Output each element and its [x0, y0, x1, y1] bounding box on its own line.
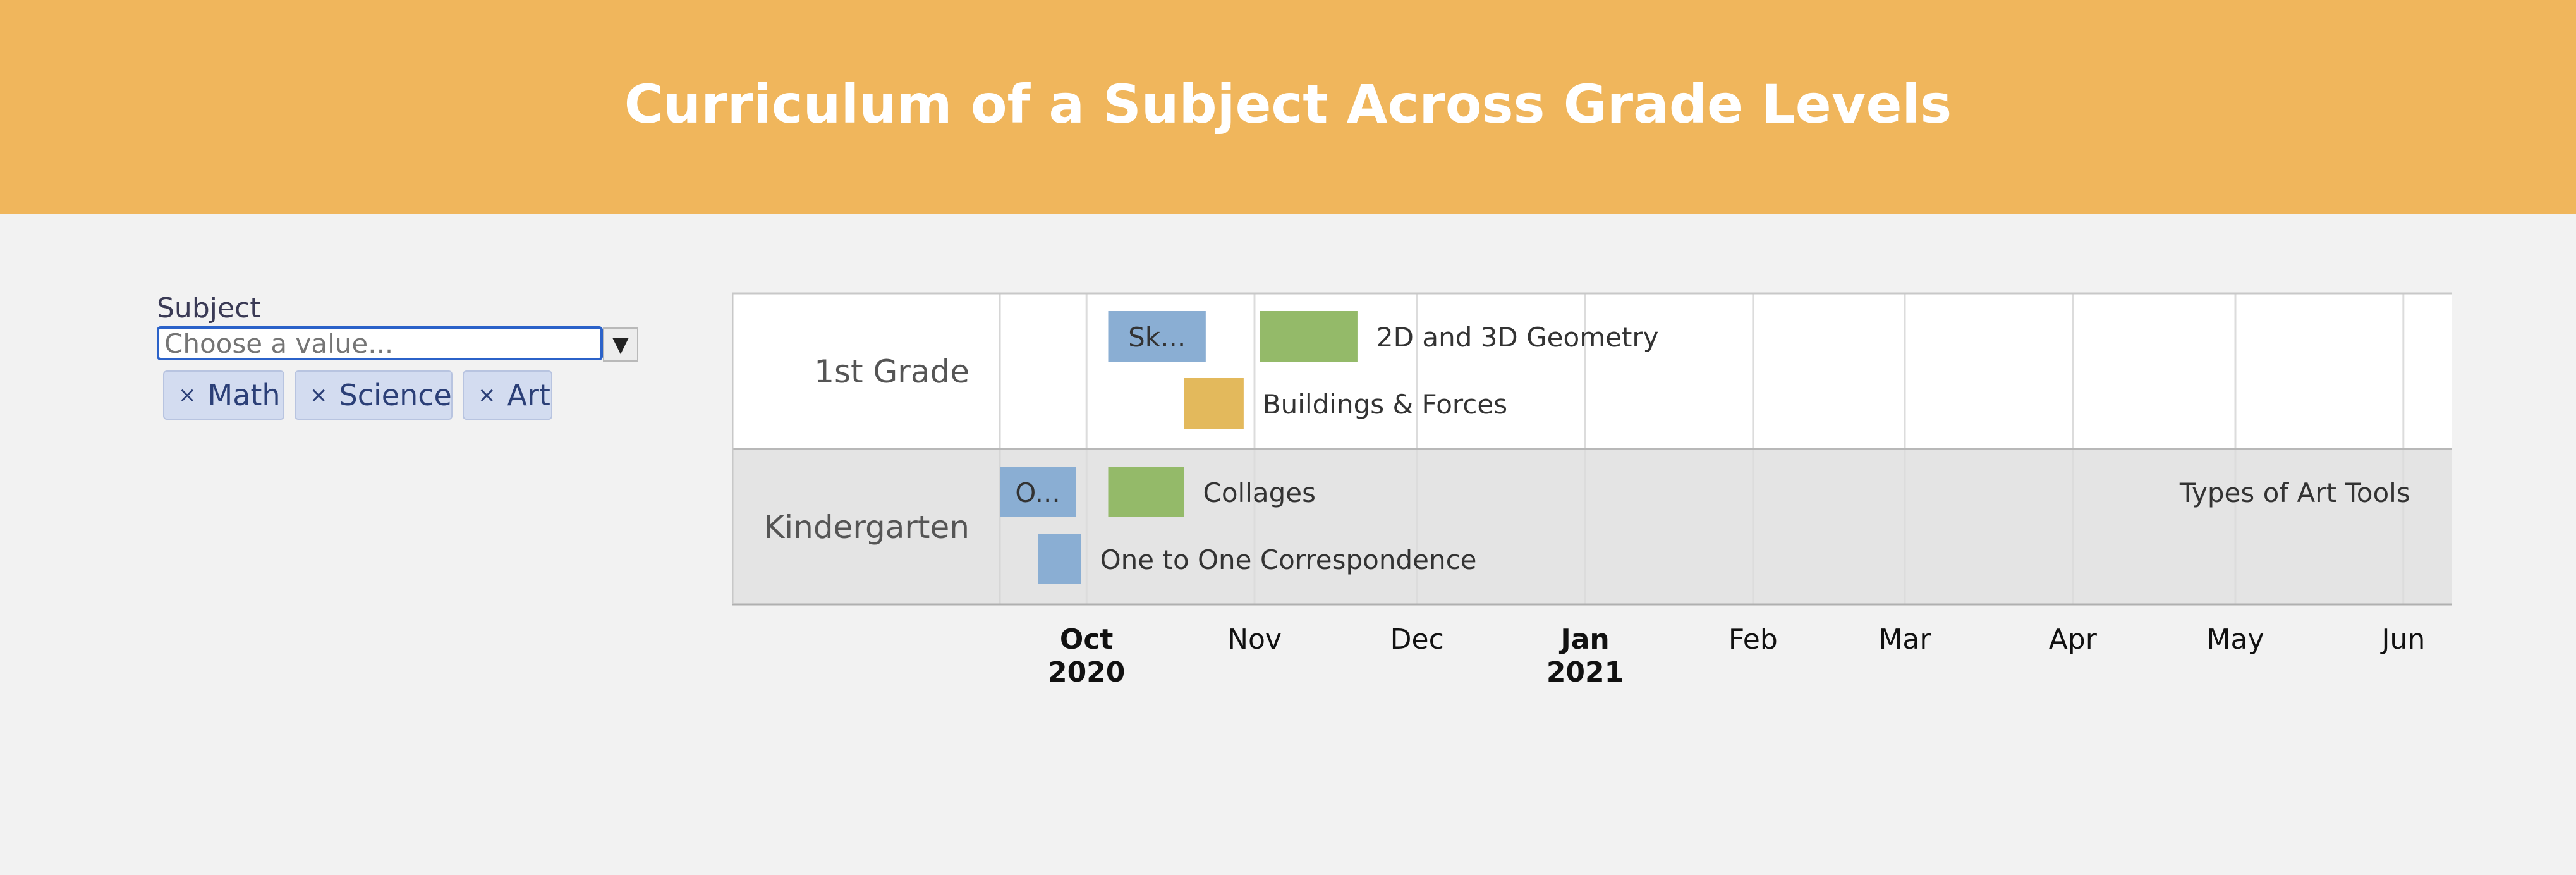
task-bar	[1108, 467, 1184, 517]
task-label: 2D and 3D Geometry	[1376, 322, 1659, 353]
x-tick-label: Jan	[1558, 623, 1609, 656]
chip-art: × Art	[463, 370, 552, 420]
task-bar	[1108, 311, 1206, 362]
row-background	[732, 293, 2452, 449]
chevron-down-icon: ▼	[612, 332, 629, 357]
task-bar	[1260, 311, 1358, 362]
chip-science: × Science	[295, 370, 453, 420]
remove-chip-icon[interactable]: ×	[478, 382, 496, 408]
timeline-chart: 1st Grade Kindergarten Sk... 2D and 3D Geom…	[732, 292, 2452, 690]
timeline-svg: 1st Grade Kindergarten Sk... 2D and 3D Geom…	[732, 292, 2452, 688]
dropdown-toggle-button[interactable]: ▼	[603, 327, 638, 362]
chip-label: Art	[507, 378, 550, 412]
chip-math: × Math	[163, 370, 284, 420]
task-label: Sk...	[1128, 322, 1186, 353]
task-label: Buildings & Forces	[1263, 389, 1507, 420]
x-tick-label: Apr	[2049, 623, 2098, 656]
x-tick-label: Feb	[1728, 623, 1778, 656]
x-tick-label: Dec	[1390, 623, 1444, 656]
task-label: One to One Correspondence	[1100, 544, 1477, 575]
page-title: Curriculum of a Subject Across Grade Lev…	[624, 73, 1952, 135]
x-tick-label: Oct	[1060, 623, 1114, 656]
x-tick-label: May	[2207, 623, 2264, 656]
x-tick-label: Nov	[1227, 623, 1282, 656]
x-tick-year-label: 2020	[1048, 656, 1125, 688]
chip-label: Science	[339, 378, 452, 412]
task-bar	[1000, 467, 1076, 517]
subject-search-input[interactable]	[157, 326, 603, 360]
x-tick-label: Mar	[1878, 623, 1931, 656]
task-bar	[1038, 534, 1081, 584]
remove-chip-icon[interactable]: ×	[310, 382, 328, 408]
row-background	[732, 449, 2452, 604]
remove-chip-icon[interactable]: ×	[178, 382, 197, 408]
task-label: O...	[1015, 477, 1060, 508]
x-tick-label: Jun	[2379, 623, 2425, 656]
x-tick-year-label: 2021	[1546, 656, 1624, 688]
task-label: Collages	[1203, 477, 1316, 508]
row-label: 1st Grade	[814, 353, 969, 390]
task-label: Types of Art Tools	[2179, 477, 2410, 508]
subject-filter-label: Subject	[157, 292, 261, 324]
task-bar	[1184, 378, 1244, 429]
row-label: Kindergarten	[763, 509, 969, 546]
header-bar: Curriculum of a Subject Across Grade Lev…	[0, 0, 2576, 214]
chip-label: Math	[207, 378, 281, 412]
